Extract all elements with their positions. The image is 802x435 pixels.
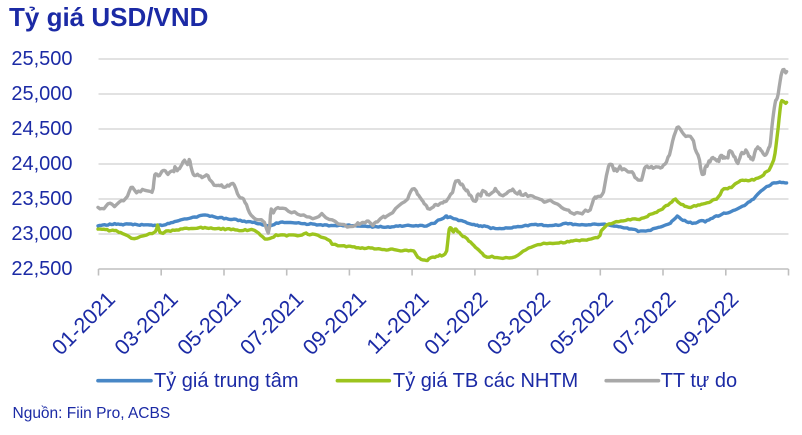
svg-text:23,000: 23,000 — [11, 223, 72, 245]
svg-text:22,500: 22,500 — [11, 258, 72, 280]
svg-text:25,000: 25,000 — [11, 83, 72, 105]
svg-text:Tỷ giá trung tâm: Tỷ giá trung tâm — [154, 370, 299, 392]
svg-text:Tỷ giá USD/VND: Tỷ giá USD/VND — [9, 2, 208, 32]
svg-text:24,500: 24,500 — [11, 118, 72, 140]
svg-text:24,000: 24,000 — [11, 153, 72, 175]
svg-text:Nguồn: Fiin Pro, ACBS: Nguồn: Fiin Pro, ACBS — [13, 405, 171, 422]
svg-text:TT tự do: TT tự do — [661, 370, 737, 392]
svg-text:23,500: 23,500 — [11, 188, 72, 210]
svg-text:Tỷ giá TB các NHTM: Tỷ giá TB các NHTM — [393, 370, 578, 392]
svg-text:25,500: 25,500 — [11, 48, 72, 70]
